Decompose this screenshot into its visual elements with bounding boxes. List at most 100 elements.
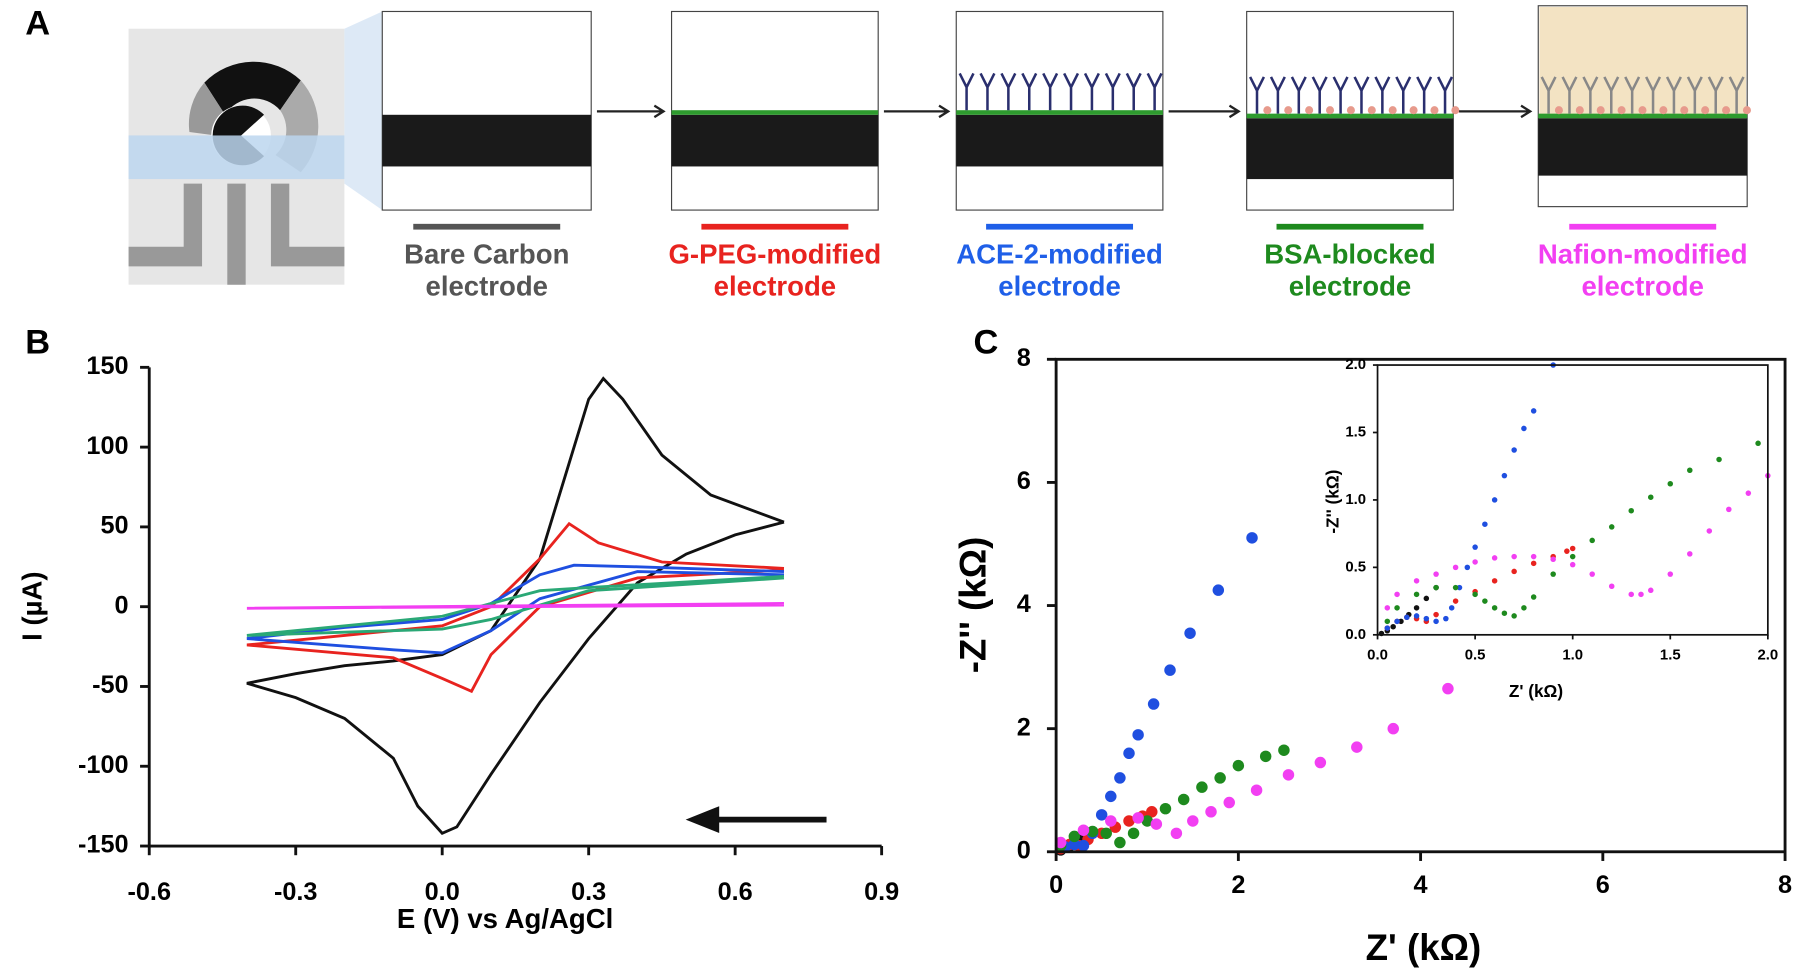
data-point <box>1687 551 1693 557</box>
antibody <box>1104 72 1121 111</box>
data-point <box>1114 772 1126 784</box>
data-point <box>1150 818 1163 830</box>
step-label: electrode <box>1581 270 1703 301</box>
antibody <box>1645 76 1662 114</box>
x-tick-label: 2 <box>1231 871 1245 899</box>
y-tick-label: -150 <box>78 831 129 859</box>
y-tick-label: 1.0 <box>1345 491 1366 508</box>
y-tick-label: 0 <box>115 591 129 619</box>
y-tick-label: -100 <box>78 751 129 779</box>
data-point <box>1648 494 1654 500</box>
data-point <box>1433 618 1439 625</box>
x-tick-label: 6 <box>1596 871 1610 899</box>
x-tick-label: 1.0 <box>1562 646 1583 663</box>
x-tick-label: 0.6 <box>718 878 753 906</box>
step-arrow <box>596 104 666 119</box>
data-point <box>1394 591 1400 598</box>
x-tick-label: 0.3 <box>571 878 606 906</box>
antibody <box>1437 76 1454 114</box>
bsa <box>1346 106 1355 115</box>
carbon-layer <box>1538 118 1748 176</box>
bsa <box>1680 106 1689 115</box>
data-point <box>1456 584 1463 591</box>
data-point <box>1638 591 1644 598</box>
step-color-bar <box>701 223 849 230</box>
data-point <box>1511 613 1517 619</box>
data-point <box>1569 553 1576 560</box>
data-point <box>1521 605 1527 611</box>
data-point <box>1628 507 1634 514</box>
data-point <box>1282 769 1295 781</box>
data-point <box>1501 610 1508 616</box>
data-point <box>1100 827 1112 840</box>
cv-curve <box>246 602 784 610</box>
data-point <box>1077 839 1090 852</box>
data-point <box>1068 830 1081 843</box>
data-point <box>1077 824 1090 836</box>
step-label: electrode <box>1289 270 1411 301</box>
data-point <box>1132 729 1144 741</box>
step-color-bar <box>1569 223 1717 230</box>
carbon-layer <box>382 114 592 167</box>
panel-letter: B <box>25 323 50 361</box>
carbon-layer <box>1246 118 1454 180</box>
antibody <box>1290 76 1307 114</box>
data-point <box>1250 784 1263 796</box>
data-point <box>1184 627 1196 639</box>
carbon-layer <box>671 114 879 167</box>
data-point <box>1569 545 1576 552</box>
data-point <box>1433 611 1439 618</box>
data-point <box>1177 793 1190 806</box>
data-point <box>1232 759 1245 772</box>
data-point <box>1501 472 1508 479</box>
data-point <box>1141 815 1153 827</box>
data-point <box>1443 615 1449 622</box>
step-color-bar <box>1276 223 1424 230</box>
data-point <box>1159 802 1172 815</box>
x-tick-label: 0.9 <box>864 878 899 906</box>
data-point <box>1390 623 1396 630</box>
data-point <box>1351 741 1363 753</box>
antibody <box>1395 76 1412 114</box>
antibody <box>1665 76 1682 114</box>
step-arrow <box>883 104 951 119</box>
step-label: electrode <box>714 270 836 301</box>
data-point <box>1387 722 1399 735</box>
step-color-bar <box>413 223 561 230</box>
bsa <box>1305 106 1314 115</box>
data-point <box>1413 605 1420 611</box>
data-point <box>1511 447 1517 453</box>
antibody <box>1125 72 1142 111</box>
peg-layer <box>956 110 1163 115</box>
data-point <box>1667 480 1674 487</box>
data-point <box>1212 584 1225 596</box>
data-point <box>1413 613 1420 619</box>
y-tick-label: 0.0 <box>1345 626 1366 643</box>
bsa <box>1451 106 1460 115</box>
x-axis-label: Z' (kΩ) <box>1366 927 1482 968</box>
antibody <box>1582 76 1599 114</box>
data-point <box>1384 605 1391 611</box>
data-point <box>1423 615 1430 622</box>
data-point <box>1726 506 1732 513</box>
data-point <box>1095 809 1108 821</box>
step-arrow <box>1168 104 1241 119</box>
electrode-box <box>381 10 592 211</box>
data-point <box>1314 756 1327 769</box>
data-point <box>1491 555 1498 561</box>
bsa <box>1701 106 1710 115</box>
data-point <box>1569 561 1576 568</box>
data-point <box>1608 524 1615 530</box>
bsa <box>1409 106 1418 115</box>
data-point <box>1413 578 1420 584</box>
data-point <box>1648 587 1654 594</box>
y-tick-label: 4 <box>1017 590 1031 618</box>
data-point <box>1755 440 1761 447</box>
data-point <box>1384 625 1391 631</box>
antibody <box>1416 76 1433 114</box>
antibody <box>1561 76 1578 114</box>
antibody <box>958 72 975 111</box>
y-tick-label: 0.5 <box>1345 558 1366 575</box>
chart: 0 2 4 6 8 0 2 4 6 8 Z' (kΩ) -Z'' (kΩ) <box>952 344 1792 968</box>
data-point <box>1433 584 1439 591</box>
